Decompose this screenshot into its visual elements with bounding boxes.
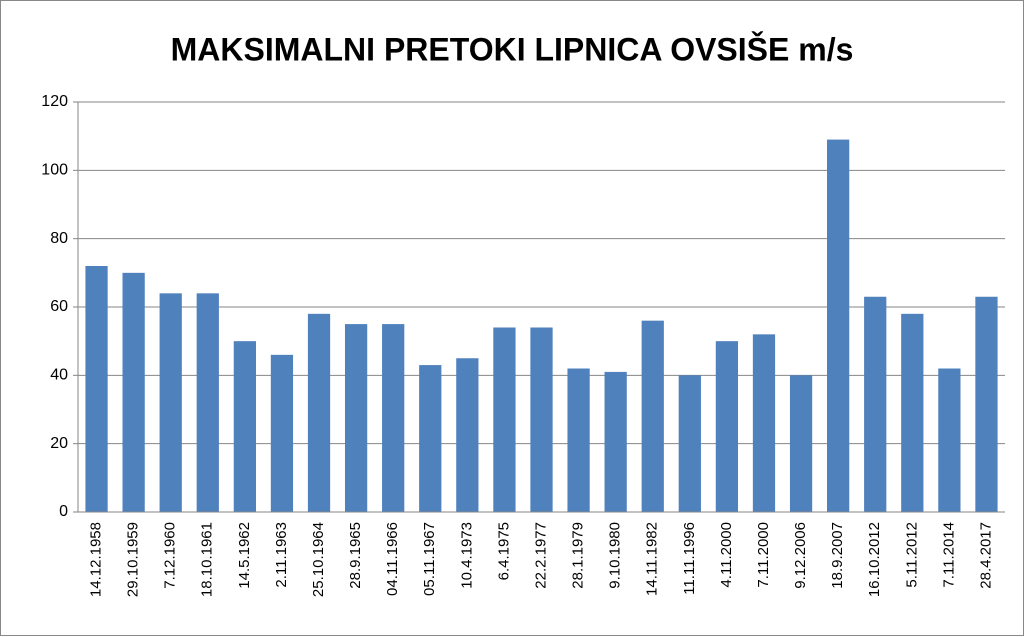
bar [456, 358, 479, 512]
x-tick-label: 9.12.2006 [792, 522, 809, 589]
x-tick-label: 2.11.1963 [273, 522, 290, 588]
x-tick-label: 28.9.1965 [347, 522, 364, 589]
x-tick-label: 14.12.1958 [88, 522, 105, 597]
x-tick-label: 05.11.1967 [421, 522, 438, 596]
bar [159, 293, 182, 512]
bar [307, 313, 331, 512]
chart-title: MAKSIMALNI PRETOKI LIPNICA OVSIŠE m/s [171, 31, 854, 67]
x-tick-label: 28.4.2017 [977, 522, 994, 589]
x-tick-label: 4.11.2000 [718, 522, 735, 588]
bar [752, 334, 776, 512]
y-tick-label: 60 [50, 298, 68, 315]
x-tick-label: 10.4.1973 [458, 522, 475, 589]
x-tick-label: 9.10.1980 [607, 522, 624, 589]
x-tick-label: 18.10.1961 [199, 522, 216, 597]
x-tick-label: 18.9.2007 [829, 522, 846, 589]
y-tick-label: 40 [50, 367, 68, 384]
bar [382, 324, 405, 512]
bar [789, 375, 813, 512]
x-tick-label: 7.12.1960 [162, 522, 179, 589]
x-tick-label: 28.1.1979 [570, 522, 587, 589]
bar [196, 293, 219, 512]
y-tick-label: 120 [41, 93, 68, 110]
x-tick-label: 7.11.2014 [940, 522, 957, 588]
x-tick-label: 29.10.1959 [125, 522, 142, 597]
x-tick-label: 7.11.2000 [755, 522, 772, 588]
y-tick-label: 80 [50, 230, 68, 247]
bar [938, 368, 961, 512]
x-tick-label: 16.10.2012 [866, 522, 883, 597]
x-tick-label: 04.11.1966 [384, 522, 401, 596]
bar [567, 368, 590, 512]
bar [604, 371, 627, 512]
bar [678, 375, 701, 512]
bar [827, 139, 850, 513]
x-tick-label: 25.10.1964 [310, 522, 327, 597]
y-tick-label: 100 [41, 162, 68, 179]
y-tick-label: 0 [59, 503, 68, 520]
bar [85, 266, 108, 512]
x-tick-label: 14.11.1982 [644, 522, 661, 596]
bar [901, 313, 924, 512]
bar [715, 341, 739, 512]
y-tick-label: 20 [50, 435, 68, 452]
x-tick-label: 5.11.2012 [903, 522, 920, 588]
bar [975, 296, 998, 512]
bar [233, 341, 256, 512]
bar [344, 324, 368, 512]
x-tick-label: 11.11.1996 [681, 522, 698, 595]
x-tick-label: 14.5.1962 [236, 522, 253, 589]
bar [641, 320, 664, 512]
bar [270, 354, 294, 512]
bar [864, 296, 887, 512]
bar [419, 365, 442, 512]
x-tick-label: 6.4.1975 [495, 522, 512, 580]
bar [530, 327, 553, 512]
x-tick-label: 22.2.1977 [532, 522, 549, 589]
bar [122, 272, 145, 512]
bar [493, 327, 516, 512]
